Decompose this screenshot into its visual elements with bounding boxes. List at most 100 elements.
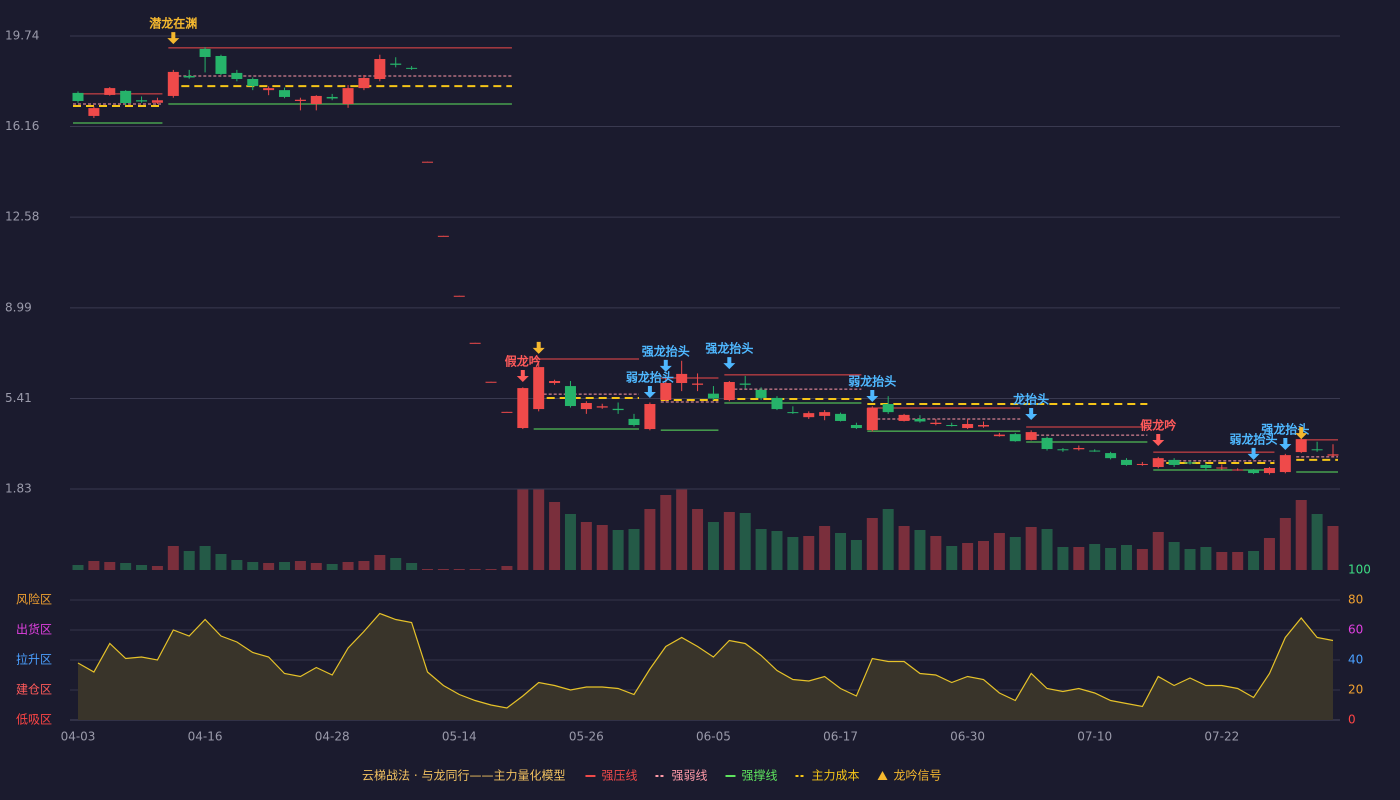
signal-label: 潜龙在渊 (149, 16, 197, 31)
legend-label[interactable]: 强弱线 (671, 769, 707, 783)
volume-bar (1327, 526, 1339, 570)
legend-label[interactable]: 强撑线 (741, 768, 777, 783)
signal-arrow (1247, 447, 1260, 460)
candle-body (707, 393, 719, 399)
candle-body (342, 88, 354, 105)
signal-label: 龙抬头 (1013, 391, 1049, 406)
candle-body (1041, 437, 1053, 450)
y-tick-label: 5.41 (5, 391, 32, 405)
volume-bar (294, 561, 306, 570)
volume-bar (1057, 547, 1069, 570)
candle-body (692, 383, 704, 385)
volume-bar (1136, 549, 1148, 570)
volume-bar (485, 569, 497, 570)
candle-body (1200, 464, 1212, 469)
volume-bar (279, 562, 291, 570)
volume-bar (310, 563, 322, 570)
volume-bar (676, 489, 688, 570)
candle-body (787, 412, 799, 414)
volume-bar (819, 526, 831, 570)
y-tick-label: 80 (1348, 593, 1363, 607)
candle-body (612, 408, 624, 411)
volume-bar (167, 546, 179, 570)
volume-bar (1105, 548, 1117, 570)
candle-body (374, 59, 386, 79)
indicator-area (78, 613, 1333, 720)
signal-arrow (643, 385, 656, 398)
candle-body (1120, 459, 1132, 465)
volume-bar (644, 509, 656, 570)
zone-label: 风险区 (16, 592, 52, 607)
signal-label: 假龙吟 (1140, 418, 1176, 433)
candle-body (803, 413, 815, 418)
candle-body (1311, 449, 1323, 451)
signal-arrow (866, 389, 879, 402)
candle-body (993, 434, 1005, 437)
volume-bar (1232, 552, 1244, 570)
volume-bar (850, 540, 862, 570)
volume-bar (723, 512, 735, 570)
volume-bar (755, 529, 767, 570)
volume-bar (1248, 551, 1260, 570)
volume-bar (993, 533, 1005, 570)
volume-bar (1009, 537, 1021, 570)
signal-arrow (532, 341, 545, 354)
candle-body (723, 382, 735, 400)
volume-bar (358, 561, 370, 570)
candle-body (326, 96, 338, 99)
volume-bar (231, 560, 243, 570)
candle-body (771, 397, 783, 410)
x-tick-label: 05-14 (442, 730, 477, 744)
candle-body (1168, 459, 1180, 465)
candle-body (628, 418, 640, 426)
volume-bar (787, 537, 799, 570)
candle-body (517, 388, 529, 429)
indicator-line (77, 612, 1334, 709)
volume-bar (469, 569, 481, 570)
y-tick-label: 19.74 (5, 29, 39, 43)
signal-label: 强龙抬头 (642, 343, 690, 358)
candle-body (835, 413, 847, 421)
volume-bar (437, 569, 449, 570)
volume-bar (199, 546, 211, 570)
volume-bar (930, 536, 942, 570)
signal-label: 强龙抬头 (1261, 422, 1309, 437)
y-tick-label: 100 (1348, 563, 1371, 577)
candle-body (962, 423, 974, 429)
zone-label: 低吸区 (16, 713, 52, 727)
volume-bar (628, 529, 640, 570)
volume-bar (564, 514, 576, 570)
volume-bar (946, 546, 958, 570)
candle-body (437, 235, 449, 237)
candle-body (1025, 432, 1037, 440)
volume-bar (1279, 518, 1291, 570)
x-tick-label: 06-05 (696, 730, 731, 744)
signal-arrow (659, 359, 672, 372)
candle-body (580, 403, 592, 410)
volume-bar (390, 558, 402, 570)
candle-body (136, 100, 148, 102)
volume-bar (1152, 532, 1164, 570)
candle-body (1073, 448, 1085, 450)
signal-arrow (167, 32, 180, 45)
signal-label: 弱龙抬头 (848, 373, 896, 388)
volume-bar (374, 555, 386, 570)
legend-label[interactable]: 主力成本 (812, 769, 860, 783)
volume-bar (136, 565, 148, 570)
candle-body (453, 295, 465, 297)
volume-bar (1295, 500, 1307, 570)
volume-bar (1263, 538, 1275, 570)
signal-arrow (516, 370, 529, 383)
signal-label: 弱龙抬头 (1230, 431, 1278, 446)
volume-bar (501, 566, 513, 570)
candle-body (1216, 467, 1228, 469)
volume-bar (326, 564, 338, 570)
legend-label[interactable]: 龙吟信号 (894, 768, 942, 783)
y-tick-label: 60 (1348, 623, 1363, 637)
legend-label[interactable]: 强压线 (601, 769, 637, 783)
volume-bar (342, 562, 354, 570)
volume-bar (72, 565, 84, 570)
volume-bar (453, 569, 465, 570)
candle-body (533, 367, 545, 410)
